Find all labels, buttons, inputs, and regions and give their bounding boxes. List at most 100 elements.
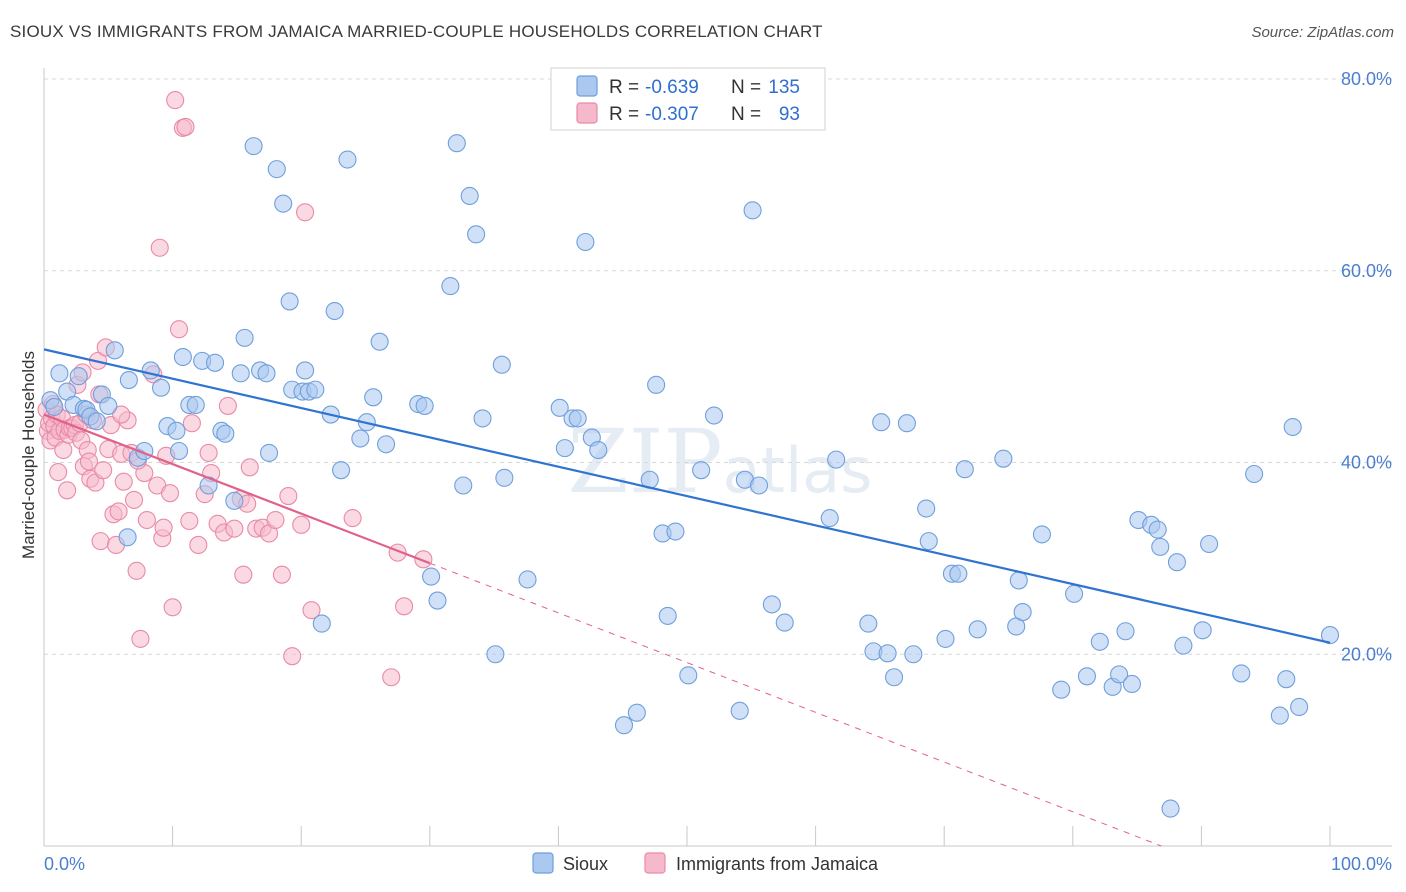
jamaica-point — [296, 203, 315, 222]
sioux-point — [244, 137, 263, 156]
chart-title: SIOUX VS IMMIGRANTS FROM JAMAICA MARRIED… — [10, 22, 823, 41]
sioux-point — [878, 644, 897, 663]
sioux-point — [364, 388, 383, 407]
sioux-point — [1032, 525, 1051, 544]
jamaica-point — [112, 405, 131, 424]
jamaica-point — [160, 484, 180, 503]
jamaica-point — [109, 502, 128, 521]
y-tick-label: 80.0% — [1341, 69, 1392, 89]
bottom-legend-sioux-swatch — [532, 852, 554, 874]
sioux-point — [225, 491, 244, 510]
sioux-point — [1013, 603, 1032, 622]
sioux-point — [454, 476, 473, 495]
sioux-point — [1116, 622, 1135, 641]
x-axis-ticks — [43, 826, 1331, 846]
sioux-point — [99, 396, 118, 415]
jamaica-point — [283, 647, 302, 666]
sioux-point — [45, 397, 64, 416]
sioux-point — [568, 409, 587, 428]
legend-sioux-n-label: N = — [731, 77, 761, 98]
bottom-legend-sioux-label: Sioux — [563, 854, 608, 874]
sioux-point — [730, 701, 749, 720]
y-axis-label: Married-couple Households — [19, 351, 38, 559]
sioux-point — [492, 355, 511, 374]
sioux-point — [50, 364, 69, 383]
sioux-point — [216, 424, 235, 443]
jamaica-point — [199, 443, 218, 462]
jamaica-trend-extension — [429, 562, 1162, 847]
sioux-point — [775, 613, 794, 632]
jamaica-point — [279, 487, 298, 506]
sioux-point — [69, 367, 88, 386]
sioux-points — [41, 134, 1340, 818]
sioux-point — [859, 614, 878, 633]
jamaica-point — [127, 561, 146, 580]
watermark-text: ZIPatlas — [568, 410, 873, 513]
sioux-point — [141, 361, 160, 380]
sioux-point — [955, 460, 974, 479]
y-tick-label: 60.0% — [1341, 261, 1392, 281]
sioux-point — [872, 413, 891, 432]
sioux-point — [332, 461, 351, 480]
sioux-point — [1174, 636, 1193, 655]
sioux-point — [627, 703, 646, 722]
jamaica-point — [395, 597, 414, 616]
sioux-point — [614, 716, 634, 735]
y-tick-label: 20.0% — [1341, 644, 1392, 664]
legend-jamaica-n-label: N = — [731, 104, 761, 125]
jamaica-point — [150, 238, 169, 257]
legend-jamaica-n-value: 93 — [779, 104, 800, 125]
sioux-point — [415, 396, 434, 415]
sioux-point — [118, 528, 137, 547]
jamaica-point — [124, 490, 144, 509]
y-tick-labels: 20.0% 40.0% 60.0% 80.0% — [1341, 69, 1392, 664]
jamaica-point — [176, 117, 195, 136]
sioux-point — [658, 606, 677, 625]
jamaica-point — [114, 472, 133, 491]
sioux-point — [1245, 464, 1264, 484]
sioux-point — [589, 440, 608, 460]
bottom-legend-jamaica-label: Immigrants from Jamaica — [676, 854, 879, 874]
sioux-point — [1290, 697, 1309, 717]
sioux-point — [447, 134, 466, 153]
legend-jamaica-swatch — [576, 102, 598, 124]
sioux-point — [231, 364, 250, 383]
jamaica-point — [94, 461, 113, 480]
sioux-point — [936, 629, 955, 648]
sioux-point — [897, 414, 916, 433]
jamaica-point — [54, 440, 73, 460]
sioux-point — [919, 532, 938, 551]
sioux-point — [827, 450, 846, 469]
sioux-point — [186, 395, 205, 415]
jamaica-point — [169, 320, 189, 339]
x-tick-label-min: 0.0% — [44, 854, 85, 874]
jamaica-point — [272, 565, 291, 584]
jamaica-point — [49, 463, 68, 482]
sioux-point — [647, 375, 666, 394]
legend-sioux-r-label: R = — [609, 77, 639, 98]
sioux-point — [259, 443, 279, 462]
sioux-point — [267, 160, 286, 179]
jamaica-point — [382, 668, 401, 687]
sioux-point — [257, 364, 276, 383]
sioux-point — [495, 468, 514, 487]
jamaica-point — [189, 535, 208, 555]
bottom-legend-jamaica-swatch — [644, 852, 666, 874]
sioux-point — [1270, 706, 1289, 725]
jamaica-point — [180, 511, 199, 531]
jamaica-point — [266, 510, 285, 530]
jamaica-point — [131, 629, 150, 648]
sioux-point — [235, 328, 254, 347]
sioux-point — [377, 435, 396, 454]
legend-sioux-n-value: 135 — [768, 77, 800, 98]
sioux-point — [351, 429, 370, 448]
watermark-atlas: atlas — [723, 434, 873, 507]
sioux-point — [1277, 670, 1296, 689]
sioux-point — [968, 620, 987, 639]
sioux-point — [884, 668, 904, 687]
jamaica-point — [58, 481, 77, 500]
sioux-point — [1052, 680, 1071, 699]
sioux-point — [1122, 674, 1142, 694]
sioux-point — [105, 341, 124, 360]
sioux-point — [917, 499, 936, 518]
